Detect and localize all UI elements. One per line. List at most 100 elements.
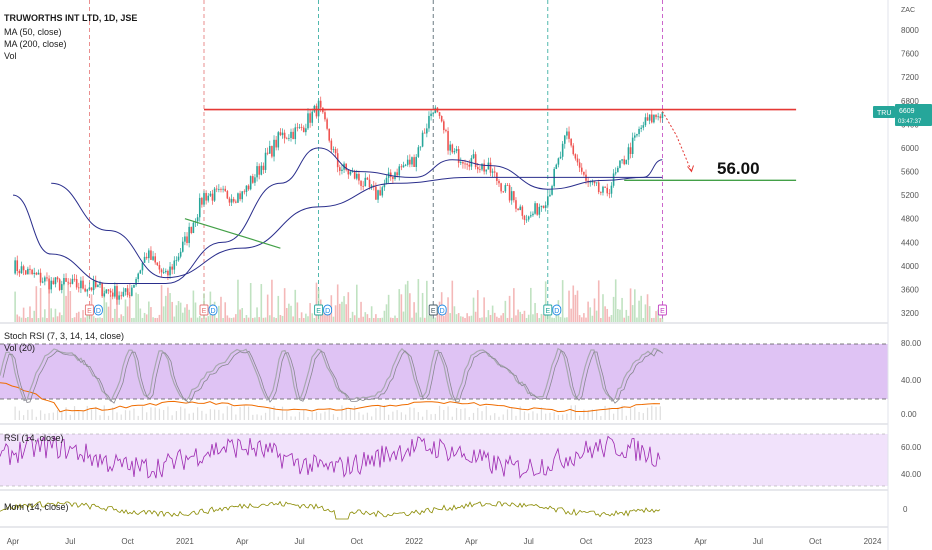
candle-body [288, 137, 290, 139]
vol20-bar [532, 411, 534, 420]
volume-bar [530, 287, 532, 322]
price-tick-label: 3200 [901, 309, 919, 318]
candle-body [188, 226, 190, 243]
event-marker [84, 304, 94, 316]
candle-body [538, 206, 541, 215]
candle-body [285, 138, 288, 140]
volume-bar [436, 312, 439, 322]
volume-bar [122, 316, 125, 322]
candle-body [232, 198, 235, 202]
candle-body [432, 113, 434, 114]
candle-body [165, 270, 167, 273]
candle-body [655, 114, 657, 118]
volume-bar [258, 317, 260, 322]
vol20-bar [116, 412, 118, 420]
volume-bar [553, 317, 555, 322]
vol20-bar [438, 405, 441, 420]
time-tick-label: 2024 [864, 537, 882, 546]
candle-body [330, 140, 333, 150]
volume-bar [249, 283, 252, 322]
volume-bar [370, 306, 373, 322]
volume-bar [239, 309, 241, 322]
candle-body [498, 180, 500, 184]
volume-bar [139, 308, 142, 322]
volume-bar [148, 301, 150, 322]
candle-body [137, 273, 140, 280]
volume-bar [580, 317, 583, 322]
vol20-bar [69, 414, 71, 420]
volume-bar [345, 304, 347, 322]
candle-body [345, 163, 347, 170]
volume-bar [218, 305, 220, 322]
candle-body [383, 183, 386, 188]
vol20-bar [23, 415, 25, 420]
volume-bar [453, 306, 456, 322]
volume-bar [75, 312, 78, 322]
volume-bar [198, 315, 201, 322]
vol20-bar [579, 415, 581, 420]
volume-bar [360, 301, 362, 322]
volume-bar [222, 318, 224, 322]
candle-body [506, 185, 509, 186]
candle-body [653, 114, 655, 123]
volume-bar [94, 317, 97, 322]
candle-body [118, 295, 120, 300]
volume-bar [194, 302, 197, 322]
candle-body [52, 280, 55, 285]
volume-bar [111, 317, 114, 322]
stoch-d-line [2, 350, 664, 404]
candle-body [657, 116, 659, 118]
price-tick-label: 4000 [901, 262, 919, 271]
candles [14, 96, 664, 305]
candle-body [77, 287, 80, 289]
candle-body [532, 213, 534, 216]
vol20-bar [311, 412, 313, 420]
event-marker-label: D [210, 308, 215, 315]
volume-bar [186, 304, 188, 322]
event-marker [657, 304, 667, 316]
time-tick-label: Apr [236, 537, 249, 546]
candle-body [351, 171, 354, 172]
candle-body [220, 189, 222, 190]
vol20-bar [519, 406, 521, 420]
volume-bar [455, 314, 458, 322]
vol20-bar [277, 416, 279, 420]
volume-bar [549, 315, 551, 322]
volume-bar [252, 317, 254, 322]
volume-bar [235, 314, 237, 322]
candle-body [324, 112, 326, 120]
vol20-bar [617, 407, 619, 420]
volume-bar [336, 284, 339, 322]
candle-body [360, 180, 362, 186]
candle-body [661, 112, 664, 119]
rsi-tick-label: 60.00 [901, 443, 922, 452]
vol20-bar [506, 409, 509, 420]
candle-body [148, 250, 150, 259]
volume-bar [417, 279, 420, 322]
candle-body [86, 289, 89, 292]
candle-body [109, 290, 112, 293]
candle-body [328, 128, 331, 141]
candle-body [551, 186, 553, 195]
candle-body [392, 177, 394, 179]
volume-bar [243, 317, 246, 322]
candle-body [459, 162, 462, 163]
volume-bar [451, 280, 454, 322]
volume-bar [481, 317, 483, 322]
candle-body [41, 281, 44, 283]
vol20-bar [226, 406, 228, 420]
candle-body [578, 162, 581, 168]
rsi-line [0, 435, 661, 479]
candle-body [445, 130, 447, 132]
candle-body [69, 282, 72, 284]
candle-body [245, 185, 248, 192]
volume-bar [432, 317, 434, 322]
volume-bar [568, 290, 570, 322]
vol20-bar [396, 410, 398, 420]
vol20-bar [460, 409, 462, 420]
candle-body [156, 262, 159, 266]
rsi-line [0, 435, 661, 479]
volume-bar [343, 296, 345, 322]
volume-bar [642, 317, 645, 322]
